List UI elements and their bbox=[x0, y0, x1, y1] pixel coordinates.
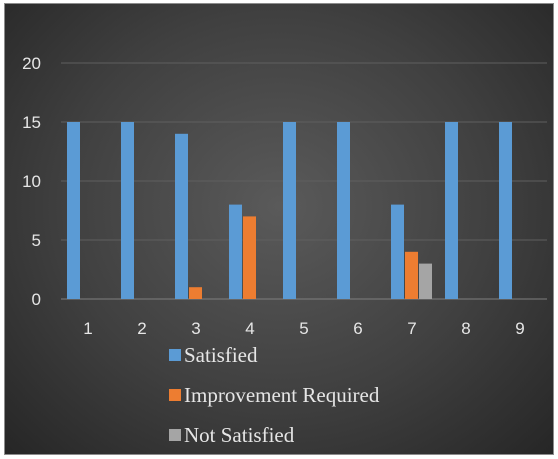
gridlines bbox=[61, 62, 547, 300]
y-axis-ticks: 0 5 10 15 20 bbox=[22, 54, 41, 309]
bar bbox=[189, 287, 202, 299]
y-tick-label: 10 bbox=[22, 172, 41, 191]
bar bbox=[391, 204, 404, 299]
bar bbox=[405, 251, 418, 299]
legend-label: Not Satisfied bbox=[184, 423, 295, 447]
x-tick-label: 8 bbox=[461, 319, 470, 338]
x-tick-label: 6 bbox=[353, 319, 362, 338]
legend-label: Satisfied bbox=[184, 343, 258, 367]
y-tick-label: 20 bbox=[22, 54, 41, 73]
bar bbox=[67, 122, 80, 299]
y-tick-label: 0 bbox=[32, 290, 41, 309]
x-tick-label: 5 bbox=[299, 319, 308, 338]
x-axis-ticks: 1 2 3 4 5 6 7 8 9 bbox=[83, 319, 524, 338]
legend-swatch bbox=[169, 349, 181, 361]
bar bbox=[499, 122, 512, 299]
x-tick-label: 4 bbox=[245, 319, 254, 338]
x-tick-label: 7 bbox=[407, 319, 416, 338]
y-tick-label: 5 bbox=[32, 231, 41, 250]
legend-swatch bbox=[169, 389, 181, 401]
legend-swatch bbox=[169, 429, 181, 441]
bar bbox=[243, 216, 256, 299]
bar bbox=[175, 133, 188, 299]
bar-chart: 0 5 10 15 20 1 2 3 4 5 6 7 8 9 Satisfied Improvement … bbox=[22, 54, 547, 447]
bar bbox=[419, 263, 432, 299]
bars bbox=[67, 122, 512, 299]
legend-label: Improvement Required bbox=[184, 383, 380, 407]
x-tick-label: 3 bbox=[191, 319, 200, 338]
bar bbox=[337, 122, 350, 299]
bar bbox=[121, 122, 134, 299]
legend: Satisfied Improvement Required Not Satisfi… bbox=[169, 343, 380, 447]
x-tick-label: 9 bbox=[515, 319, 524, 338]
chart-area: 0 5 10 15 20 1 2 3 4 5 6 7 8 9 Satisfied Improvement … bbox=[4, 3, 554, 455]
y-tick-label: 15 bbox=[22, 113, 41, 132]
bar bbox=[283, 122, 296, 299]
bar bbox=[445, 122, 458, 299]
x-tick-label: 1 bbox=[83, 319, 92, 338]
bar bbox=[229, 204, 242, 299]
x-tick-label: 2 bbox=[137, 319, 146, 338]
